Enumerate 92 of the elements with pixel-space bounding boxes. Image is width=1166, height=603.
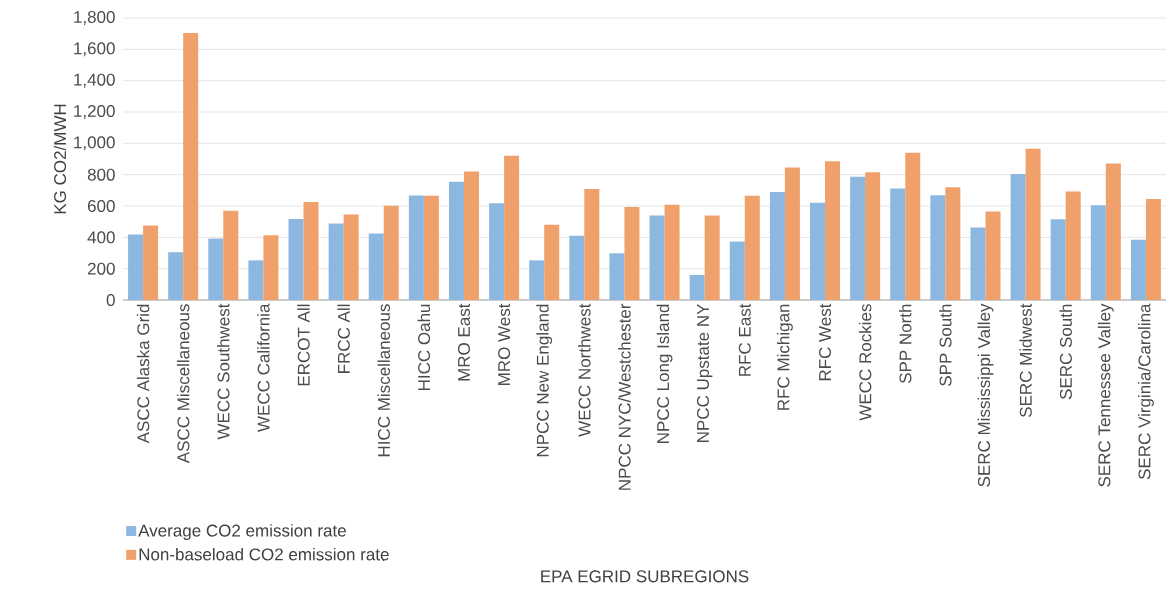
y-tick-label: 800 <box>87 168 115 181</box>
x-axis-title: EPA EGRID SUBREGIONS <box>541 570 749 583</box>
x-tick-label: ASCC Alaska Grid <box>136 304 150 444</box>
bar <box>183 32 199 300</box>
y-tick-label: 200 <box>87 262 115 275</box>
x-tick-label: WECC Northwest <box>578 303 591 437</box>
x-tick-label: RFC Michigan <box>776 304 793 410</box>
x-tick-label: RFC West <box>818 303 832 381</box>
bar <box>930 195 946 300</box>
x-tick-label: NPCC New England <box>536 304 553 457</box>
bar <box>248 260 264 300</box>
bar <box>223 210 239 300</box>
x-tick-label: SERC Mississippi Valley <box>977 303 994 487</box>
x-tick-label: MRO West <box>498 303 511 385</box>
y-tick-label: 1,000 <box>74 136 115 151</box>
bar <box>343 214 359 300</box>
bar <box>850 176 866 300</box>
bar <box>1090 205 1106 300</box>
bar <box>489 203 505 300</box>
bar <box>383 205 399 300</box>
bar <box>905 152 921 300</box>
x-tick-label: FRCC All <box>337 304 350 373</box>
bar <box>704 215 720 300</box>
y-tick-label: 1,200 <box>74 104 115 120</box>
bar <box>529 260 545 300</box>
x-tick-label: HICC Oahu <box>417 304 431 390</box>
x-tick-label: WECC California <box>257 303 270 432</box>
y-tick-label: 1,400 <box>74 73 115 88</box>
x-tick-label: SERC Midwest <box>1019 303 1032 418</box>
x-tick-label: WECC Southwest <box>217 303 230 440</box>
bar <box>1025 148 1041 300</box>
bar <box>744 195 760 300</box>
bar <box>624 207 640 300</box>
legend-label: Non-baseload CO2 emission rate <box>139 547 389 561</box>
bar <box>303 201 319 300</box>
x-tick-label: SERC South <box>1059 304 1072 400</box>
bar <box>865 172 881 300</box>
y-tick-label: 1,800 <box>74 10 115 26</box>
x-tick-label: RFC East <box>738 303 751 376</box>
bar <box>890 188 906 300</box>
x-tick-label: NPCC Long Island <box>656 304 673 443</box>
bar <box>1145 198 1161 300</box>
bar <box>288 219 304 300</box>
bar <box>423 195 439 300</box>
bar <box>263 235 279 300</box>
bar <box>810 202 826 300</box>
bar <box>463 171 479 300</box>
y-axis-title: KG CO2/MWH <box>53 104 67 214</box>
bar <box>609 253 625 300</box>
y-tick-label: 1,600 <box>74 42 115 57</box>
x-tick-label: SERC Tennessee Valley <box>1097 303 1114 487</box>
bar <box>569 235 585 300</box>
bar <box>208 238 224 300</box>
bar <box>985 211 1001 300</box>
x-tick-label: SPP North <box>899 304 912 384</box>
x-tick-label: ERCOT All <box>297 304 310 386</box>
y-tick-label: 0 <box>106 293 115 307</box>
bar <box>544 224 560 300</box>
bar <box>584 189 600 300</box>
bar <box>1065 191 1081 300</box>
bar <box>448 181 464 300</box>
x-tick-label: MRO East <box>457 303 470 381</box>
y-tick-label: 400 <box>87 231 115 244</box>
x-tick-label: SPP South <box>939 304 952 386</box>
bar <box>784 167 800 300</box>
bar <box>368 233 384 300</box>
bar <box>1130 239 1146 300</box>
x-tick-label: SERC Virginia/Carolina <box>1138 303 1154 480</box>
x-tick-label: NPCC NYC/Westchester <box>618 303 631 490</box>
bar <box>128 234 144 300</box>
bar <box>1010 173 1026 300</box>
y-tick-label: 600 <box>87 199 115 213</box>
x-tick-label: NPCC Upstate NY <box>696 303 713 442</box>
bar <box>504 155 520 300</box>
bar <box>689 274 705 300</box>
legend-label: Average CO2 emission rate <box>138 524 346 540</box>
bar <box>649 215 665 300</box>
bar <box>825 161 841 300</box>
x-tick-label: HICC Miscellaneous <box>377 304 390 457</box>
bar <box>664 204 680 300</box>
bar <box>408 195 424 300</box>
bar <box>769 191 785 300</box>
bar <box>143 225 159 300</box>
x-tick-label: WECC Rockies <box>858 304 872 421</box>
bar <box>945 187 961 300</box>
x-tick-label: ASCC Miscellaneous <box>176 304 190 464</box>
bar <box>1050 219 1066 300</box>
bar <box>168 252 184 300</box>
bar <box>328 223 344 300</box>
bar <box>1105 163 1121 300</box>
bar <box>970 227 986 300</box>
bar <box>729 241 745 300</box>
